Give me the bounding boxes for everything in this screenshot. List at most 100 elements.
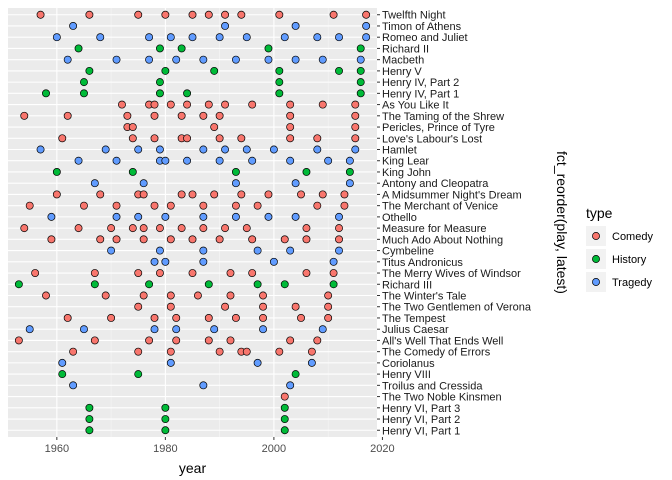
data-point — [286, 111, 295, 120]
data-point — [318, 100, 327, 109]
data-point — [134, 347, 143, 356]
data-point — [155, 269, 164, 277]
data-point — [286, 336, 295, 345]
data-point — [242, 145, 251, 154]
data-point — [329, 257, 338, 266]
y-tick-label: Richard III — [382, 279, 432, 291]
y-tick-label: The Comedy of Errors — [382, 347, 491, 359]
data-point — [215, 111, 224, 120]
data-point — [139, 190, 148, 199]
data-point — [112, 55, 121, 64]
data-point — [291, 55, 300, 64]
data-point — [139, 224, 148, 233]
data-point — [36, 10, 45, 19]
data-point — [63, 55, 72, 64]
data-point — [166, 302, 175, 311]
y-tick-label: A Midsummer Night's Dream — [382, 189, 522, 201]
data-points — [14, 10, 371, 435]
data-point — [313, 201, 322, 210]
data-point — [188, 235, 197, 244]
data-point — [69, 381, 78, 390]
data-point — [199, 212, 208, 221]
data-point — [356, 89, 365, 98]
data-point — [291, 212, 300, 221]
data-point — [161, 426, 170, 435]
data-point — [166, 291, 175, 300]
data-point — [237, 134, 246, 143]
data-point — [199, 257, 208, 266]
data-point — [356, 66, 365, 75]
y-tick-label: Henry V — [382, 66, 422, 78]
data-point — [253, 201, 262, 210]
data-point — [253, 280, 262, 289]
y-tick-label: King Lear — [382, 156, 429, 168]
data-point — [248, 235, 257, 244]
y-tick-label: Henry IV, Part 1 — [382, 88, 459, 100]
data-point — [85, 415, 94, 423]
data-point — [58, 134, 67, 143]
data-point — [231, 212, 240, 221]
x-tick-label: 2020 — [370, 443, 394, 455]
data-point — [286, 134, 295, 143]
data-point — [150, 134, 159, 143]
data-point — [161, 212, 170, 221]
y-tick-label: Henry VI, Part 1 — [382, 425, 460, 437]
data-point — [335, 246, 343, 255]
data-point — [150, 201, 159, 210]
data-point — [356, 44, 365, 53]
data-point — [128, 168, 137, 176]
data-point — [264, 44, 273, 53]
y-tick-label: Henry VI, Part 2 — [382, 414, 460, 426]
data-point — [318, 325, 327, 334]
data-point — [259, 291, 267, 300]
data-point — [139, 235, 148, 244]
y-tick-label: Titus Andronicus — [382, 257, 463, 269]
data-point — [155, 78, 164, 87]
data-point — [25, 201, 34, 210]
legend-label: Comedy — [612, 231, 653, 243]
data-point — [242, 224, 251, 233]
data-point — [123, 111, 132, 120]
x-axis-tick-labels: 1960 1980 2000 2020 — [45, 437, 395, 455]
data-point — [291, 179, 300, 188]
data-point — [237, 10, 246, 19]
data-point — [291, 302, 300, 311]
data-point — [297, 190, 305, 199]
data-point — [172, 325, 181, 334]
data-point — [74, 44, 83, 53]
data-point — [335, 33, 343, 42]
y-tick-label: The Winter's Tale — [382, 290, 466, 302]
data-point — [161, 156, 170, 165]
data-point — [215, 134, 224, 143]
data-point — [188, 33, 197, 42]
y-tick-label: The Tempest — [382, 313, 445, 325]
data-point — [215, 347, 224, 356]
data-point — [345, 168, 354, 176]
data-point — [85, 66, 94, 75]
y-tick-label: The Merchant of Venice — [382, 201, 498, 213]
data-point — [356, 55, 365, 64]
data-point — [31, 269, 40, 277]
y-tick-label: Richard II — [382, 43, 429, 55]
data-point — [210, 123, 219, 131]
data-point — [183, 89, 192, 98]
data-point — [302, 168, 311, 176]
data-point — [134, 212, 143, 221]
data-point — [324, 291, 333, 300]
data-point — [63, 314, 72, 322]
data-point — [340, 201, 349, 210]
data-point — [14, 280, 23, 289]
y-tick-label: Othello — [382, 212, 417, 224]
data-point — [253, 246, 262, 255]
data-point — [226, 269, 235, 277]
data-point — [145, 33, 154, 42]
y-tick-label: Much Ado About Nothing — [382, 234, 503, 246]
data-point — [74, 224, 83, 233]
legend-label: History — [612, 254, 647, 266]
data-point — [134, 370, 143, 379]
legend-title: type — [586, 205, 613, 221]
data-point — [150, 100, 159, 109]
data-point — [199, 246, 208, 255]
data-point — [242, 33, 251, 42]
